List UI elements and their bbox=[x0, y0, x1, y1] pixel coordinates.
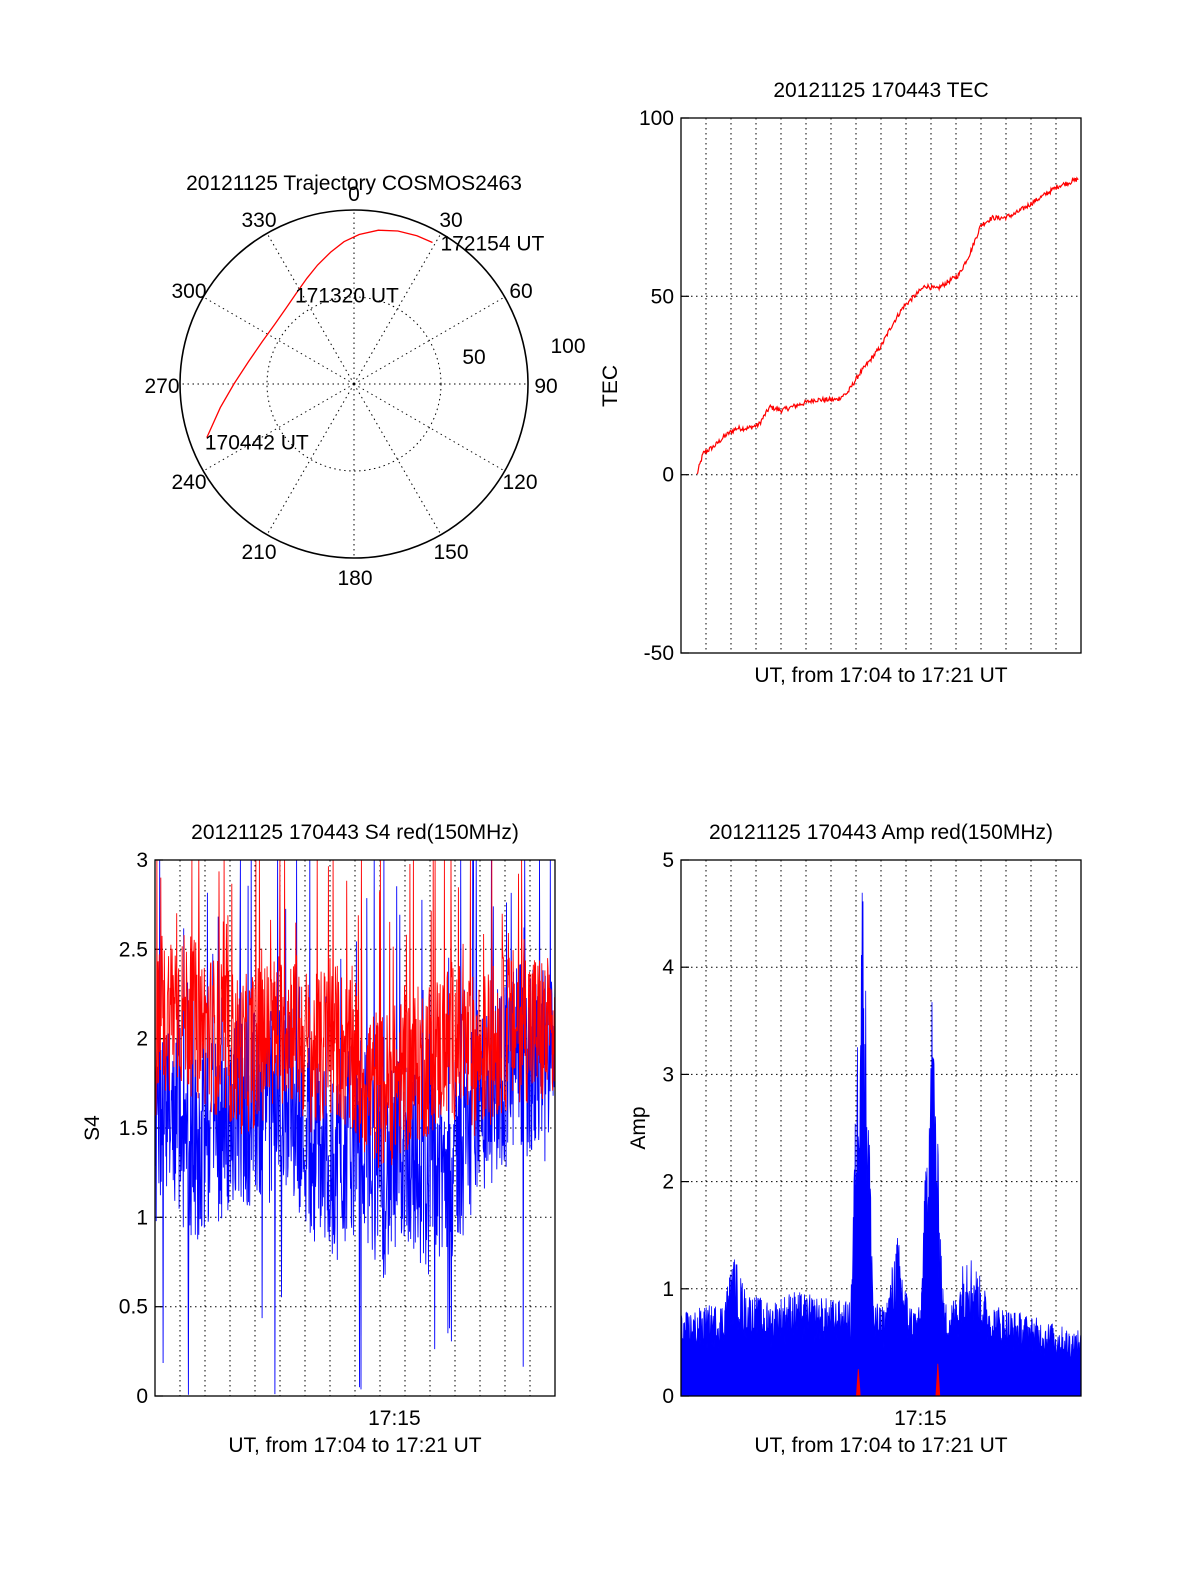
tec-y-tick-label: -50 bbox=[644, 642, 674, 665]
s4-x-tick-label: 17:15 bbox=[368, 1407, 421, 1430]
polar-azimuth-label: 240 bbox=[171, 471, 206, 494]
trajectory-annotations: 172154 UT 171320 UT 170442 UT bbox=[205, 232, 545, 454]
amp-x-axis-label: UT, from 17:04 to 17:21 UT bbox=[754, 1434, 1007, 1457]
tec-y-tick-label: 50 bbox=[651, 285, 674, 308]
tec-title: 20121125 170443 TEC bbox=[773, 79, 988, 102]
polar-azimuth-label: 270 bbox=[144, 375, 179, 398]
trajectory-time-label: 170442 UT bbox=[205, 432, 309, 455]
tec-y-tick-label: 100 bbox=[639, 107, 674, 130]
polar-outer-circle bbox=[179, 209, 529, 559]
s4-series-line bbox=[154, 859, 556, 1395]
polar-azimuth-label: 150 bbox=[433, 541, 468, 564]
polar-spoke bbox=[353, 383, 442, 535]
polar-azimuth-label: 90 bbox=[534, 375, 557, 398]
s4-series-line bbox=[154, 859, 556, 1168]
polar-azimuth-label: 330 bbox=[241, 209, 276, 232]
amp-y-tick-label: 4 bbox=[662, 956, 674, 979]
amp-y-tick-label: 0 bbox=[662, 1385, 674, 1408]
tec-x-axis-label: UT, from 17:04 to 17:21 UT bbox=[754, 664, 1007, 687]
trajectory-title: 20121125 Trajectory COSMOS2463 bbox=[186, 172, 522, 195]
tec-y-tick-label: 0 bbox=[662, 464, 674, 487]
trajectory-track bbox=[206, 229, 433, 438]
s4-y-tick-label: 2 bbox=[136, 1028, 148, 1051]
trajectory-time-label: 171320 UT bbox=[295, 285, 399, 308]
amp-plot: 20121125 170443 Amp red(150MHz) 0 1 2 3 4 5 1… bbox=[627, 821, 1082, 1457]
tec-grid bbox=[681, 118, 1081, 653]
s4-y-axis-label: S4 bbox=[81, 1115, 104, 1141]
amp-y-tick-label: 2 bbox=[662, 1171, 674, 1194]
amp-title: 20121125 170443 Amp red(150MHz) bbox=[709, 821, 1053, 844]
s4-y-tick-label: 0 bbox=[136, 1385, 148, 1408]
polar-spoke bbox=[203, 383, 355, 472]
s4-y-tick-label: 1.5 bbox=[119, 1117, 148, 1140]
s4-y-tick-label: 1 bbox=[136, 1206, 148, 1229]
polar-azimuth-label: 120 bbox=[502, 471, 537, 494]
polar-circle-50 bbox=[266, 296, 442, 472]
s4-x-ticks: 17:15 bbox=[368, 1407, 421, 1430]
s4-title: 20121125 170443 S4 red(150MHz) bbox=[191, 821, 519, 844]
polar-azimuth-labels: 0 30 60 90 120 150 180 210 240 270 300 330 bbox=[144, 183, 557, 590]
trajectory-time-label: 172154 UT bbox=[440, 232, 544, 255]
polar-azimuth-label: 0 bbox=[348, 183, 360, 206]
amp-y-ticks: 0 1 2 3 4 5 bbox=[662, 849, 689, 1408]
s4-y-tick-label: 3 bbox=[136, 849, 148, 872]
tec-plot: 20121125 170443 TEC -50 0 50 100 UT, from 1… bbox=[599, 79, 1082, 687]
trajectory-polar-plot: 20121125 Trajectory COSMOS2463 0 30 60 90 12… bbox=[144, 172, 585, 590]
amp-x-tick-label: 17:15 bbox=[894, 1407, 947, 1430]
tec-series bbox=[696, 176, 1079, 475]
polar-spoke bbox=[353, 383, 505, 472]
amp-series-area bbox=[680, 892, 1082, 1397]
polar-spoke bbox=[353, 296, 505, 385]
amp-x-ticks: 17:15 bbox=[894, 1407, 947, 1430]
polar-radial-label: 100 bbox=[550, 335, 585, 358]
amp-frame bbox=[680, 859, 1082, 1397]
polar-spoke bbox=[353, 233, 442, 385]
polar-azimuth-label: 180 bbox=[337, 567, 372, 590]
amp-y-axis-label: Amp bbox=[627, 1106, 650, 1149]
polar-spoke bbox=[266, 233, 355, 385]
amp-y-tick-label: 3 bbox=[662, 1063, 674, 1086]
polar-radial-label: 50 bbox=[462, 346, 485, 369]
s4-y-ticks: 0 0.5 1 1.5 2 2.5 3 bbox=[119, 849, 163, 1408]
polar-azimuth-label: 60 bbox=[509, 280, 532, 303]
amp-y-tick-label: 5 bbox=[662, 849, 674, 872]
polar-spoke bbox=[203, 296, 355, 385]
s4-x-axis-label: UT, from 17:04 to 17:21 UT bbox=[228, 1434, 481, 1457]
polar-azimuth-label: 300 bbox=[171, 280, 206, 303]
polar-spoke bbox=[266, 383, 355, 535]
s4-y-tick-label: 0.5 bbox=[119, 1296, 148, 1319]
polar-azimuth-label: 30 bbox=[439, 209, 462, 232]
tec-series-line bbox=[696, 176, 1079, 475]
tec-frame bbox=[680, 117, 1082, 654]
polar-radial-labels: 50 100 bbox=[462, 335, 585, 369]
polar-grid bbox=[179, 209, 529, 559]
amp-grid bbox=[681, 860, 1081, 1396]
amp-y-tick-label: 1 bbox=[662, 1278, 674, 1301]
tec-y-axis-label: TEC bbox=[599, 365, 622, 407]
s4-frame bbox=[154, 859, 556, 1397]
polar-azimuth-label: 210 bbox=[241, 541, 276, 564]
s4-series bbox=[154, 859, 556, 1395]
s4-plot: 20121125 170443 S4 red(150MHz) 0 0.5 1 1.5 2… bbox=[81, 821, 556, 1457]
s4-y-tick-label: 2.5 bbox=[119, 938, 148, 961]
trajectory-line bbox=[206, 229, 433, 438]
